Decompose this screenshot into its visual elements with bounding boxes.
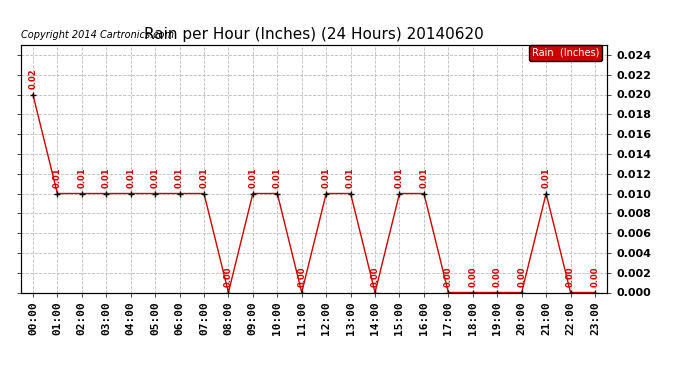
Text: 0.00: 0.00: [444, 267, 453, 287]
Text: 0.00: 0.00: [591, 267, 600, 287]
Text: 0.00: 0.00: [297, 267, 306, 287]
Text: 0.01: 0.01: [150, 167, 159, 188]
Text: 0.01: 0.01: [126, 167, 135, 188]
Text: 0.00: 0.00: [493, 267, 502, 287]
Text: 0.01: 0.01: [248, 167, 257, 188]
Text: 0.00: 0.00: [224, 267, 233, 287]
Text: 0.01: 0.01: [77, 167, 86, 188]
Text: 0.00: 0.00: [371, 267, 380, 287]
Text: 0.00: 0.00: [469, 267, 477, 287]
Text: 0.01: 0.01: [273, 167, 282, 188]
Text: 0.01: 0.01: [542, 167, 551, 188]
Text: 0.01: 0.01: [175, 167, 184, 188]
Text: 0.01: 0.01: [322, 167, 331, 188]
Text: 0.00: 0.00: [518, 267, 526, 287]
Legend: Rain  (Inches): Rain (Inches): [529, 45, 602, 61]
Text: 0.00: 0.00: [566, 267, 575, 287]
Text: 0.01: 0.01: [420, 167, 428, 188]
Text: 0.02: 0.02: [28, 68, 37, 89]
Title: Rain per Hour (Inches) (24 Hours) 20140620: Rain per Hour (Inches) (24 Hours) 201406…: [144, 27, 484, 42]
Text: Copyright 2014 Cartronics.com: Copyright 2014 Cartronics.com: [21, 30, 174, 40]
Text: 0.01: 0.01: [101, 167, 110, 188]
Text: 0.01: 0.01: [53, 167, 62, 188]
Text: 0.01: 0.01: [346, 167, 355, 188]
Text: 0.01: 0.01: [199, 167, 208, 188]
Text: 0.01: 0.01: [395, 167, 404, 188]
